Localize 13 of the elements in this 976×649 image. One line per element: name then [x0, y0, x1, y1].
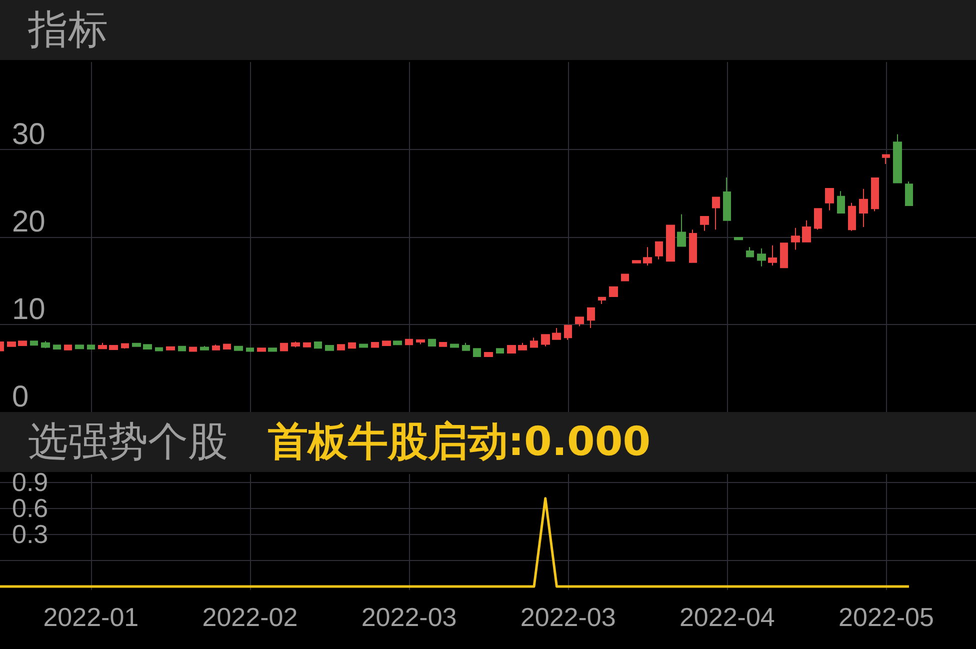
chart-title: 指标	[0, 0, 976, 60]
x-tick-label: 2022-05	[838, 602, 934, 632]
chart-title: 选强势个股	[28, 419, 228, 465]
x-tick-label: 2022-01	[43, 602, 139, 632]
x-tick-label: 2022-02	[202, 602, 298, 632]
y-tick-label: 30	[12, 118, 46, 151]
text: 首板牛股启动:0.000	[268, 419, 651, 465]
x-tick-label: 2022-03	[361, 602, 457, 632]
y-tick-label: 10	[12, 293, 46, 326]
y-tick-label: 0	[12, 380, 29, 414]
x-tick-label: 2022-04	[679, 602, 775, 632]
x-tick-label: 2022-03	[520, 602, 616, 632]
y-tick-label: 20	[12, 206, 46, 238]
